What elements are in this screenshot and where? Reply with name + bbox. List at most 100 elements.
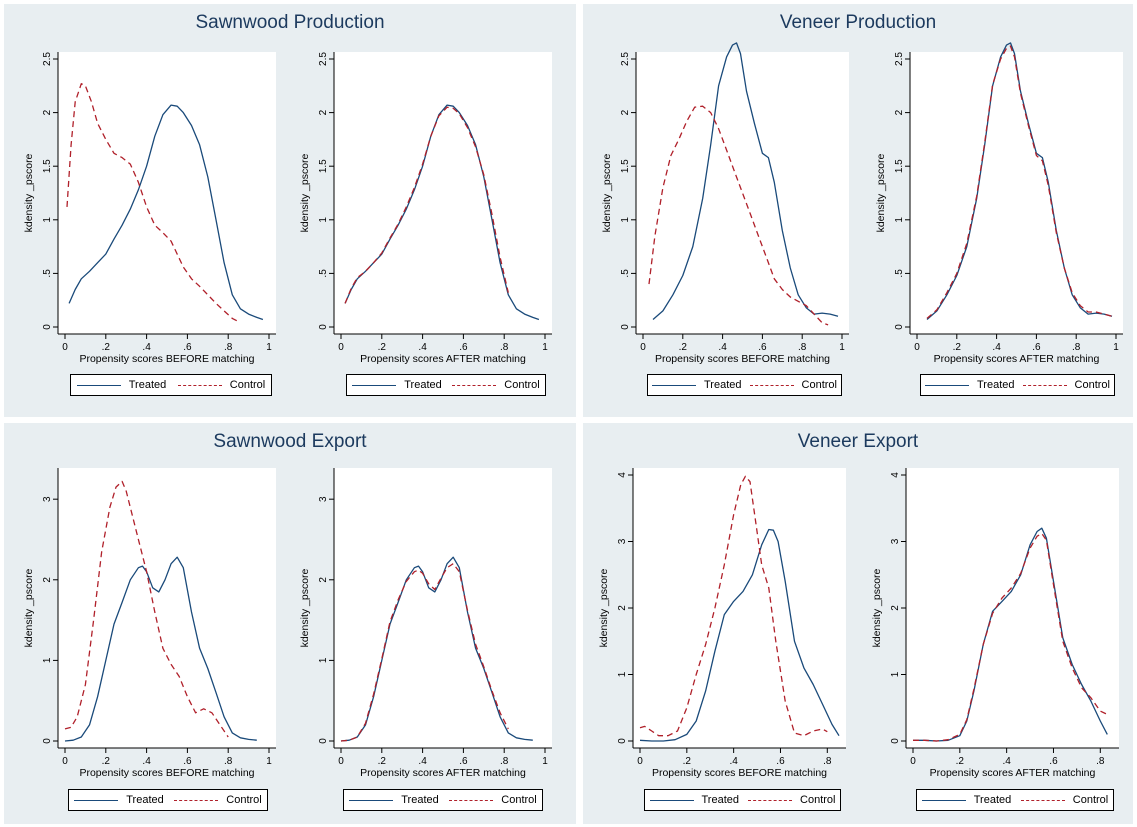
- x-tick-label: .4: [142, 756, 151, 767]
- x-axis-label: Propensity scores AFTER matching: [360, 767, 526, 779]
- x-axis-label: Propensity scores BEFORE matching: [79, 353, 254, 365]
- chart-subplot: 0 .2 .4 .6 .8 1 0 .5 1 1.5 2 2.5 Propensity scores B…: [23, 52, 276, 365]
- y-tick-label: 0: [620, 324, 631, 330]
- y-tick-label: 1: [42, 657, 53, 663]
- plot-area: [334, 52, 552, 334]
- y-tick-label: 3: [617, 538, 628, 544]
- x-tick-label: .2: [378, 342, 387, 353]
- legend-label-treated: Treated: [704, 379, 742, 391]
- series-line-treated: [639, 528, 840, 742]
- legend-label-treated: Treated: [401, 794, 439, 806]
- legend-line-control: [449, 799, 494, 801]
- x-tick-label: .2: [102, 756, 111, 767]
- series-line-control: [64, 480, 229, 738]
- legend-line-treated: [76, 384, 121, 386]
- series-line-control: [926, 45, 1113, 319]
- plot-area: [58, 468, 276, 748]
- y-axis-label: kdensity _pscore: [23, 568, 35, 647]
- x-tick-label: 0: [637, 756, 643, 767]
- y-tick-label: 2.5: [318, 52, 329, 66]
- x-axis-label: Propensity scores BEFORE matching: [652, 767, 827, 779]
- plot-area: [910, 52, 1123, 334]
- y-tick-label: 0: [890, 738, 901, 744]
- x-tick-label: .2: [102, 342, 111, 353]
- legend: Treated Control: [920, 374, 1115, 396]
- x-tick-label: .6: [758, 342, 767, 353]
- y-tick-label: 0: [42, 324, 53, 330]
- y-tick-label: 1: [318, 657, 329, 663]
- legend: Treated Control: [343, 789, 543, 811]
- legend: Treated Control: [916, 789, 1114, 811]
- legend-item-control: Control: [749, 379, 837, 391]
- legend-item-control: Control: [1022, 379, 1110, 391]
- x-tick-label: .4: [142, 342, 151, 353]
- y-axis-label: kdensity _pscore: [875, 153, 887, 232]
- legend-line-treated: [652, 384, 696, 386]
- y-tick-label: 1: [620, 217, 631, 223]
- y-tick-label: 2.5: [42, 52, 53, 66]
- x-tick-label: 1: [1113, 342, 1119, 353]
- x-tick-label: .2: [683, 756, 692, 767]
- x-tick-label: .4: [729, 756, 738, 767]
- x-axis-label: Propensity scores BEFORE matching: [655, 353, 830, 365]
- y-tick-label: 1.5: [318, 159, 329, 173]
- y-axis-label: kdensity _pscore: [23, 153, 35, 232]
- y-tick-label: 0: [318, 324, 329, 330]
- y-tick-label: 1: [890, 671, 901, 677]
- y-tick-label: 1.5: [42, 159, 53, 173]
- y-tick-label: 2: [318, 577, 329, 583]
- y-tick-label: .5: [894, 269, 905, 278]
- legend-line-control: [1022, 384, 1067, 386]
- plot-area: [906, 468, 1119, 748]
- y-tick-label: 2: [42, 109, 53, 115]
- legend-item-treated: Treated: [352, 379, 442, 391]
- chart-subplot: 0 .2 .4 .6 .8 1 0 .5 1 1.5 2 2.5 Propensity scores B…: [601, 42, 849, 365]
- chart-subplot: 0 .2 .4 .6 .8 0 1 2 3 4 Propensity scores AFTER ma…: [871, 468, 1119, 779]
- x-tick-label: .8: [224, 342, 233, 353]
- x-tick-label: .4: [718, 342, 727, 353]
- legend-line-treated: [349, 799, 394, 801]
- legend-item-treated: Treated: [76, 379, 166, 391]
- y-tick-label: .5: [620, 269, 631, 278]
- x-axis-label: Propensity scores AFTER matching: [934, 353, 1100, 365]
- y-tick-label: 4: [890, 472, 901, 478]
- legend-line-treated: [925, 384, 969, 386]
- x-tick-label: 0: [640, 342, 646, 353]
- x-tick-label: .6: [183, 342, 192, 353]
- series-line-treated: [926, 42, 1113, 320]
- chart-subplot: 0 .2 .4 .6 .8 1 0 .5 1 1.5 2 2.5 Propensity scores A…: [875, 42, 1123, 365]
- legend-item-control: Control: [1020, 794, 1109, 806]
- legend-line-treated: [74, 799, 119, 801]
- y-axis-label: kdensity _pscore: [598, 568, 610, 647]
- y-tick-label: 4: [617, 472, 628, 478]
- y-tick-label: .5: [318, 269, 329, 278]
- panel-title: Sawnwood Production: [195, 12, 385, 33]
- x-tick-label: 1: [839, 342, 845, 353]
- legend: Treated Control: [68, 789, 268, 811]
- x-tick-label: .6: [183, 756, 192, 767]
- legend-item-treated: Treated: [921, 794, 1012, 806]
- x-tick-label: .4: [992, 342, 1001, 353]
- y-tick-label: 2.5: [620, 52, 631, 66]
- legend-item-treated: Treated: [649, 794, 739, 806]
- x-tick-label: 1: [266, 342, 272, 353]
- y-tick-label: 1: [617, 671, 628, 677]
- y-tick-label: 3: [890, 538, 901, 544]
- y-axis-label: kdensity _pscore: [871, 568, 883, 647]
- y-tick-label: 0: [318, 738, 329, 744]
- y-tick-label: 1.5: [620, 159, 631, 173]
- y-tick-label: 2: [42, 577, 53, 583]
- x-tick-label: .2: [956, 756, 965, 767]
- x-tick-label: 1: [266, 756, 272, 767]
- legend-label-control: Control: [1072, 794, 1109, 806]
- legend-label-treated: Treated: [973, 794, 1012, 806]
- x-tick-label: .4: [418, 756, 427, 767]
- x-tick-label: .8: [500, 756, 509, 767]
- y-tick-label: 3: [318, 496, 329, 502]
- x-tick-label: .2: [953, 342, 962, 353]
- y-tick-label: 2: [617, 605, 628, 611]
- y-tick-label: .5: [42, 269, 53, 278]
- x-tick-label: .4: [418, 342, 427, 353]
- legend-label-control: Control: [229, 379, 266, 391]
